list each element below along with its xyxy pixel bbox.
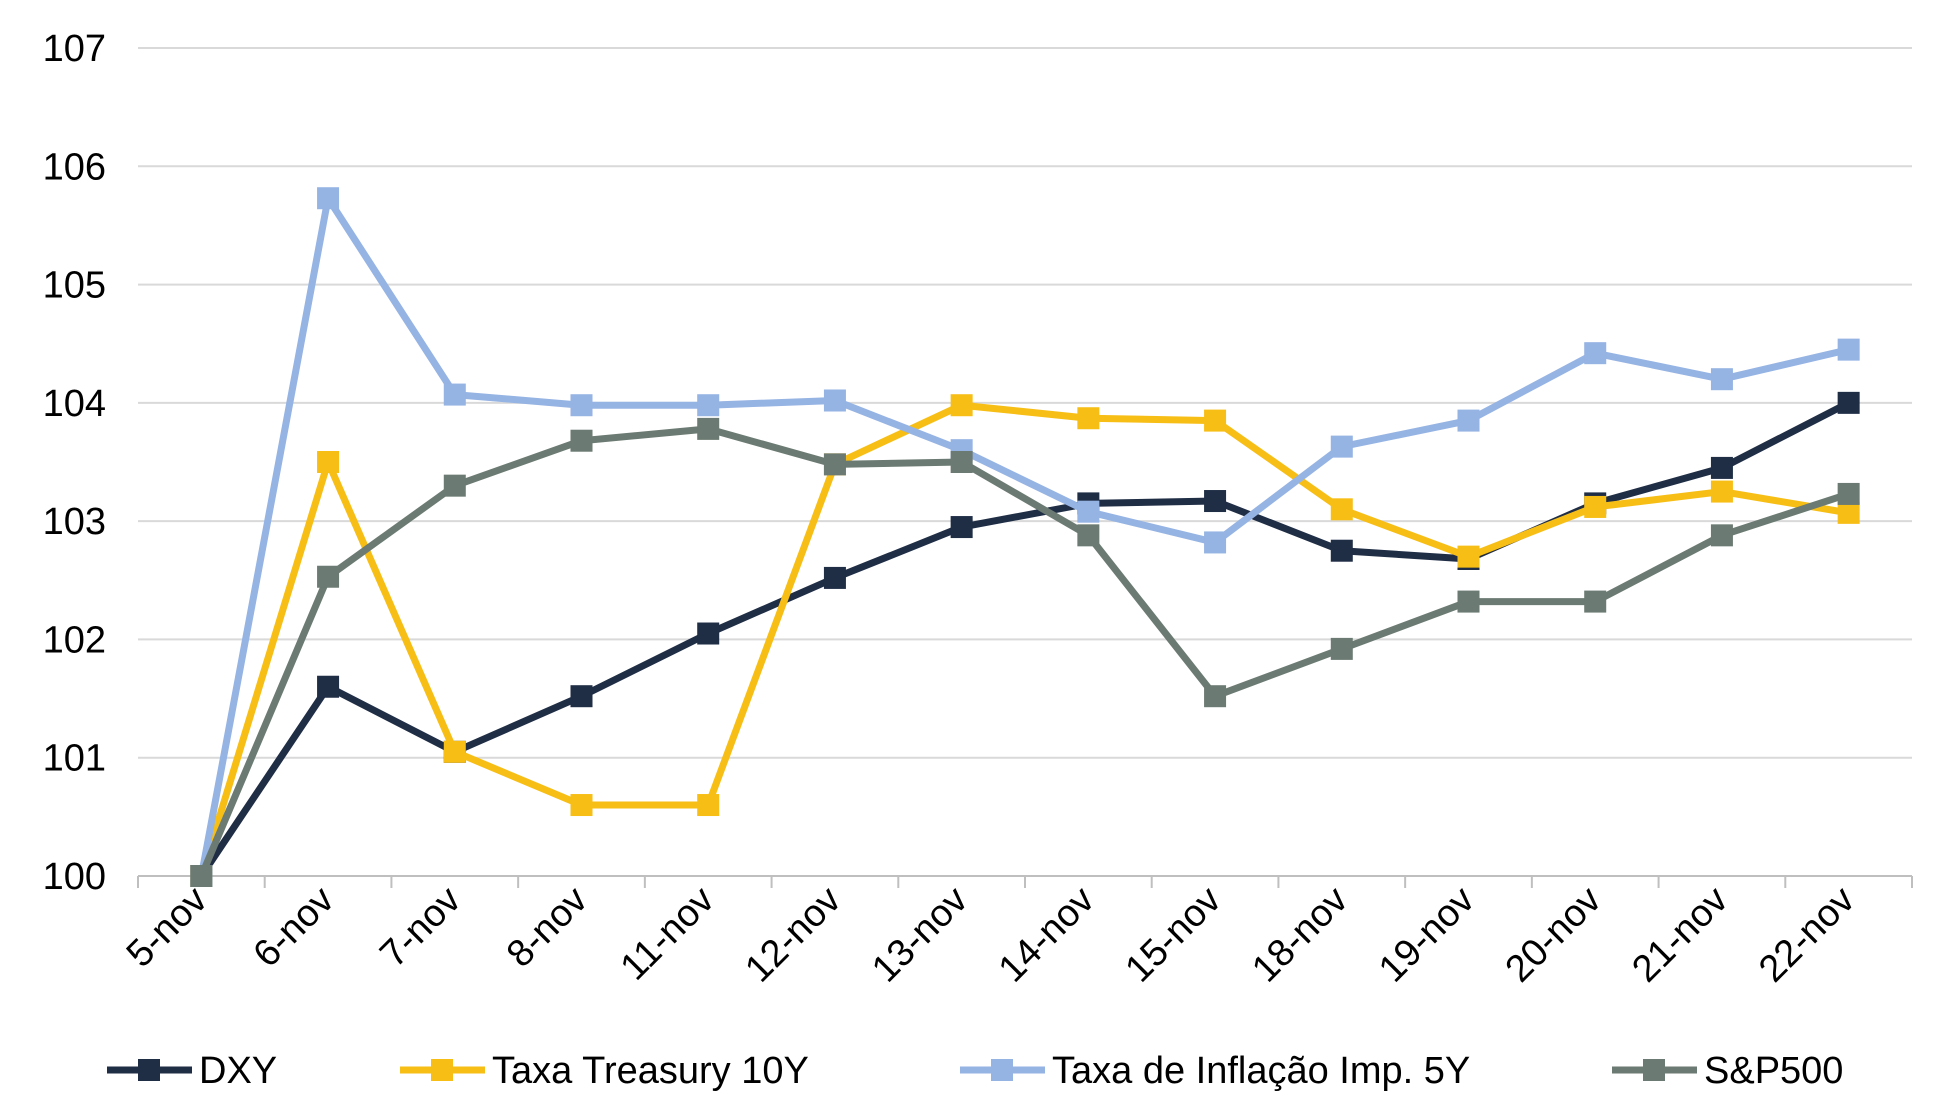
series-line [198, 401, 1850, 878]
x-tick-label: 20-nov [1498, 879, 1610, 991]
data-point [1584, 590, 1607, 613]
y-tick-label: 100 [43, 856, 106, 898]
y-tick-label: 104 [43, 383, 106, 425]
data-point [570, 794, 593, 817]
legend-label: DXY [199, 1050, 277, 1092]
legend-marker [1643, 1059, 1665, 1081]
data-point [443, 383, 466, 406]
data-point [1330, 637, 1353, 660]
series-line [197, 194, 1850, 877]
data-point [697, 794, 720, 817]
data-point [570, 394, 593, 417]
x-tick-label: 18-nov [1244, 879, 1356, 991]
data-point [1710, 368, 1733, 391]
data-point [1204, 685, 1227, 708]
data-point [317, 451, 340, 473]
data-point [1077, 407, 1100, 430]
data-point [317, 187, 340, 210]
legend-label: S&P500 [1704, 1050, 1843, 1092]
data-point [1204, 409, 1227, 432]
data-point [443, 740, 466, 763]
data-point [1077, 524, 1100, 547]
data-point [1330, 539, 1353, 562]
data-point [1204, 531, 1227, 554]
data-point [443, 474, 466, 497]
legend-label: Taxa de Inflação Imp. 5Y [1052, 1050, 1470, 1092]
grid-layer [138, 47, 1912, 759]
data-point [1330, 435, 1353, 458]
data-point [1837, 391, 1860, 414]
data-point [570, 429, 593, 452]
data-point [697, 394, 720, 417]
data-point [1584, 495, 1607, 518]
legend-item: DXY [107, 1050, 277, 1092]
series-1 [190, 394, 1860, 887]
data-point [1584, 342, 1607, 365]
x-tick-label: 8-nov [499, 879, 596, 976]
legend-item: S&P500 [1612, 1050, 1843, 1092]
data-point [697, 622, 720, 645]
legend-item: Taxa de Inflação Imp. 5Y [960, 1050, 1470, 1092]
y-tick-label: 106 [43, 146, 106, 188]
y-tick-label: 102 [43, 619, 106, 661]
x-tick-label: 6-nov [246, 879, 343, 976]
x-tick-label: 19-nov [1371, 879, 1483, 991]
x-tick-label: 12-nov [737, 879, 849, 991]
legend-marker [138, 1059, 160, 1081]
data-point [1457, 409, 1480, 432]
data-point [950, 516, 973, 539]
data-point [1837, 501, 1860, 524]
data-point [1710, 480, 1733, 503]
x-tick-label: 15-nov [1118, 879, 1230, 991]
axis-layer: 100 101 102 103 104 105 106 107 5-nov 6-nov 7-nov 8… [43, 28, 1913, 991]
x-tick-label: 5-nov [119, 879, 216, 976]
series-3 [190, 417, 1860, 887]
x-tick-label: 21-nov [1624, 879, 1736, 991]
y-tick-label: 101 [43, 738, 106, 780]
x-tick-label: 14-nov [991, 879, 1103, 991]
data-point [1204, 490, 1227, 513]
data-point [697, 417, 720, 440]
y-tick-label: 107 [43, 28, 106, 70]
series-2 [190, 187, 1860, 887]
x-tick-label: 22-nov [1751, 879, 1863, 991]
data-point [190, 865, 213, 887]
data-point [823, 453, 846, 476]
data-point [950, 394, 973, 417]
data-point [1457, 545, 1480, 568]
data-point [317, 675, 340, 698]
series-layer [190, 187, 1860, 887]
data-point [1330, 498, 1353, 521]
legend: DXY Taxa Treasury 10Y Taxa de Inflação Imp… [107, 1050, 1843, 1092]
data-point [317, 565, 340, 588]
x-tick-label: 7-nov [372, 879, 469, 976]
data-point [570, 685, 593, 708]
series-line [198, 425, 1850, 878]
data-point [1457, 590, 1480, 613]
data-point [823, 389, 846, 412]
legend-marker [431, 1059, 453, 1081]
data-point [823, 566, 846, 589]
data-point [1710, 456, 1733, 479]
data-point [1710, 524, 1733, 547]
y-tick-label: 103 [43, 501, 106, 543]
x-tick-label: 13-nov [864, 879, 976, 991]
data-point [950, 451, 973, 473]
x-tick-label: 11-nov [613, 879, 723, 989]
legend-label: Taxa Treasury 10Y [492, 1050, 809, 1092]
data-point [1837, 338, 1860, 361]
data-point [1077, 500, 1100, 523]
legend-marker [991, 1059, 1013, 1081]
data-point [1837, 482, 1860, 505]
legend-item: Taxa Treasury 10Y [400, 1050, 809, 1092]
y-tick-label: 105 [43, 265, 106, 307]
